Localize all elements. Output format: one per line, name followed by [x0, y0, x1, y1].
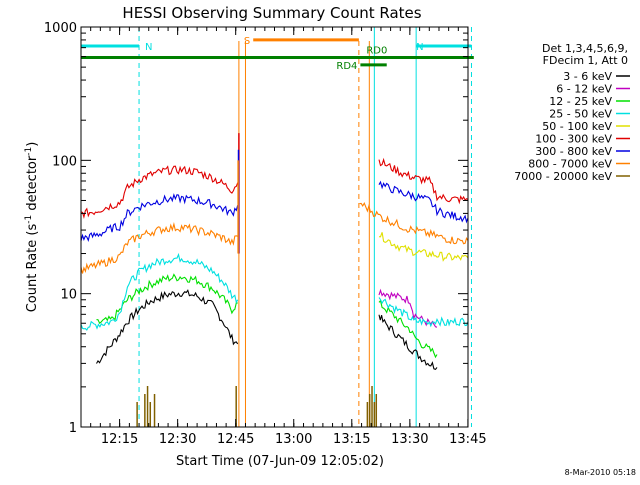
- legend-header-line-1: Det 1,3,4,5,6,9,: [542, 42, 628, 55]
- y-tick-label-10: 10: [60, 288, 77, 303]
- y-axis-title-sup1: -1: [24, 215, 34, 224]
- x-axis-title: Start Time (07-Jun-09 12:05:02): [176, 454, 384, 469]
- legend-label-800-7000-kev: 800 - 7000 keV: [528, 158, 612, 171]
- y-tick-label-1: 1: [69, 421, 77, 436]
- x-tick-label-12-15: 12:15: [101, 432, 138, 447]
- y-axis-title: Count Rate (s-1 detector-1): [24, 142, 40, 313]
- x-tick-label-13-00: 13:00: [275, 432, 312, 447]
- flag-label-rd4-5: RD4: [336, 61, 357, 72]
- legend-label-25-50-kev: 25 - 50 keV: [549, 108, 612, 121]
- y-tick-label-1000: 1000: [44, 21, 77, 36]
- x-tick-label-13-45: 13:45: [449, 432, 486, 447]
- series-300-800-kev-segment-0: [80, 193, 239, 242]
- series-300-800-kev-segment-1: [378, 180, 469, 224]
- flag-label-n-1: N: [416, 42, 423, 53]
- series-800-7000-kev-segment-1: [359, 201, 469, 245]
- x-tick-label-12-30: 12:30: [159, 432, 196, 447]
- y-axis-title-sup2: -1: [24, 147, 34, 156]
- x-axis: 12:15 12:30 12:45 13:00 13:15 13:30 13:45: [80, 27, 487, 447]
- flag-label-s-2: S: [244, 36, 250, 47]
- y-tick-label-100: 100: [52, 154, 77, 169]
- x-tick-label-13-30: 13:30: [391, 432, 428, 447]
- series-3-6-kev-segment-1: [378, 314, 438, 371]
- x-tick-label-12-45: 12:45: [217, 432, 254, 447]
- legend-label-300-800-kev: 300 - 800 keV: [535, 145, 612, 158]
- chart-title: HESSI Observing Summary Count Rates: [122, 4, 421, 22]
- series-12-25-kev-segment-1: [378, 299, 438, 359]
- series-100-300-kev-segment-0: [80, 165, 239, 219]
- series-25-50-kev-segment-1: [378, 297, 469, 328]
- series-3-6-kev-segment-0: [96, 289, 239, 364]
- date-stamp: 8-Mar-2010 05:18: [565, 468, 636, 477]
- y-axis-title-end: ): [25, 142, 40, 147]
- legend-label-3-6-kev: 3 - 6 keV: [563, 70, 612, 83]
- legend-label-12-25-kev: 12 - 25 keV: [549, 95, 612, 108]
- series-25-50-kev-segment-0: [80, 252, 239, 331]
- plot-area: [80, 27, 472, 427]
- series-50-100-kev-segment-0: [378, 232, 469, 262]
- y-axis-title-mid: detector: [25, 155, 40, 215]
- flag-label-rd0-4: RD0: [366, 46, 387, 57]
- legend-label-50-100-kev: 50 - 100 keV: [542, 120, 612, 133]
- legend-label-100-300-kev: 100 - 300 keV: [535, 133, 612, 146]
- series-12-25-kev-segment-0: [96, 273, 238, 325]
- legend-header-line-2: FDecim 1, Att 0: [543, 54, 628, 67]
- x-tick-label-13-15: 13:15: [333, 432, 370, 447]
- flag-label-n-0: N: [145, 42, 152, 53]
- legend-label-6-12-kev: 6 - 12 keV: [556, 83, 612, 96]
- series-6-12-kev-segment-0: [378, 288, 438, 328]
- y-axis: 1 10 100 1000: [44, 21, 468, 436]
- legend-label-7000-20000-kev: 7000 - 20000 keV: [514, 170, 612, 183]
- y-axis-title-main: Count Rate (s: [25, 224, 40, 313]
- series-100-300-kev-segment-1: [378, 157, 469, 205]
- legend: Det 1,3,4,5,6,9, FDecim 1, Att 0 3 - 6 k…: [514, 42, 630, 183]
- series-800-7000-kev-segment-0: [80, 222, 238, 274]
- flag-bars: N N S RD0 RD4: [81, 36, 474, 72]
